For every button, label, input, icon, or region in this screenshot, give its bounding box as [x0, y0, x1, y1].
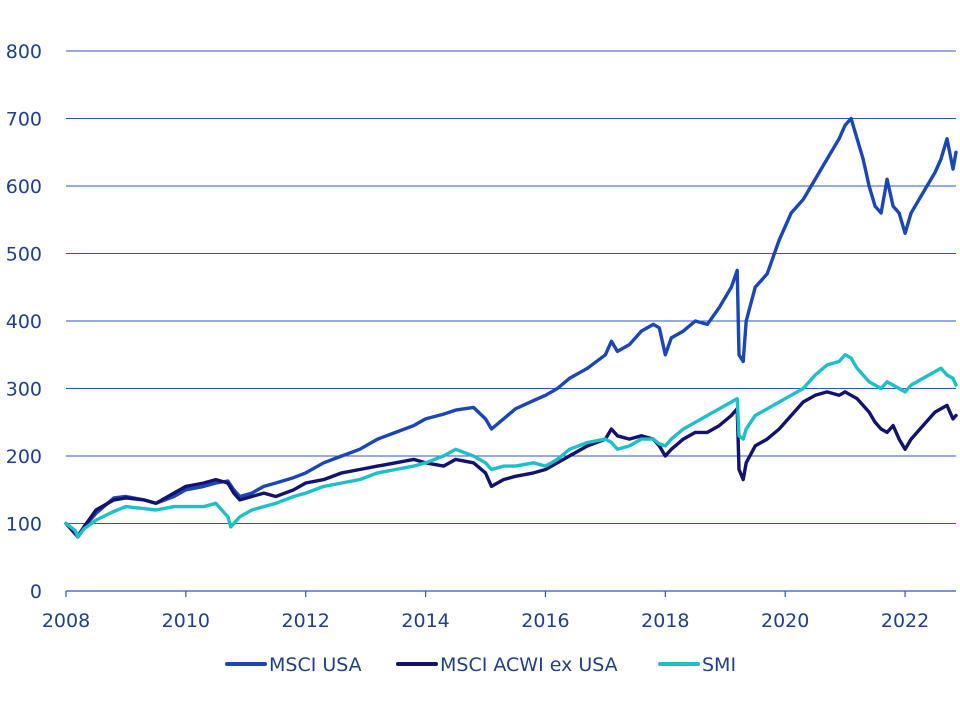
x-tick-label: 2008 [42, 610, 90, 632]
legend-label: SMI [702, 654, 736, 676]
gridlines [66, 50, 956, 592]
legend-label: MSCI USA [269, 654, 362, 676]
x-tick-label: 2016 [521, 610, 569, 632]
y-tick-label: 0 [30, 581, 42, 603]
y-tick-label: 500 [6, 244, 42, 266]
x-tick-label: 2018 [641, 610, 689, 632]
y-axis: 0 100 200 300 400 500 600 700 800 [6, 41, 42, 603]
x-axis: 2008 2010 2012 2014 2016 2018 2020 2022 [42, 591, 929, 632]
y-tick-label: 100 [6, 514, 42, 536]
series-line-msci-acwi-ex-usa [64, 390, 958, 539]
y-tick-label: 300 [6, 379, 42, 401]
x-tick-label: 2020 [761, 610, 809, 632]
legend: MSCI USA MSCI ACWI ex USA SMI [225, 654, 736, 676]
series-lines [64, 116, 958, 539]
x-tick-label: 2012 [282, 610, 330, 632]
x-tick-label: 2010 [162, 610, 210, 632]
y-tick-label: 600 [6, 176, 42, 198]
y-tick-label: 400 [6, 311, 42, 333]
y-tick-label: 700 [6, 109, 42, 131]
series-line-msci-usa [64, 116, 958, 538]
series-line-smi [64, 353, 958, 539]
y-tick-label: 800 [6, 41, 42, 63]
legend-label: MSCI ACWI ex USA [440, 654, 618, 676]
y-tick-label: 200 [6, 446, 42, 468]
x-tick-label: 2022 [881, 610, 929, 632]
x-tick-label: 2014 [401, 610, 449, 632]
